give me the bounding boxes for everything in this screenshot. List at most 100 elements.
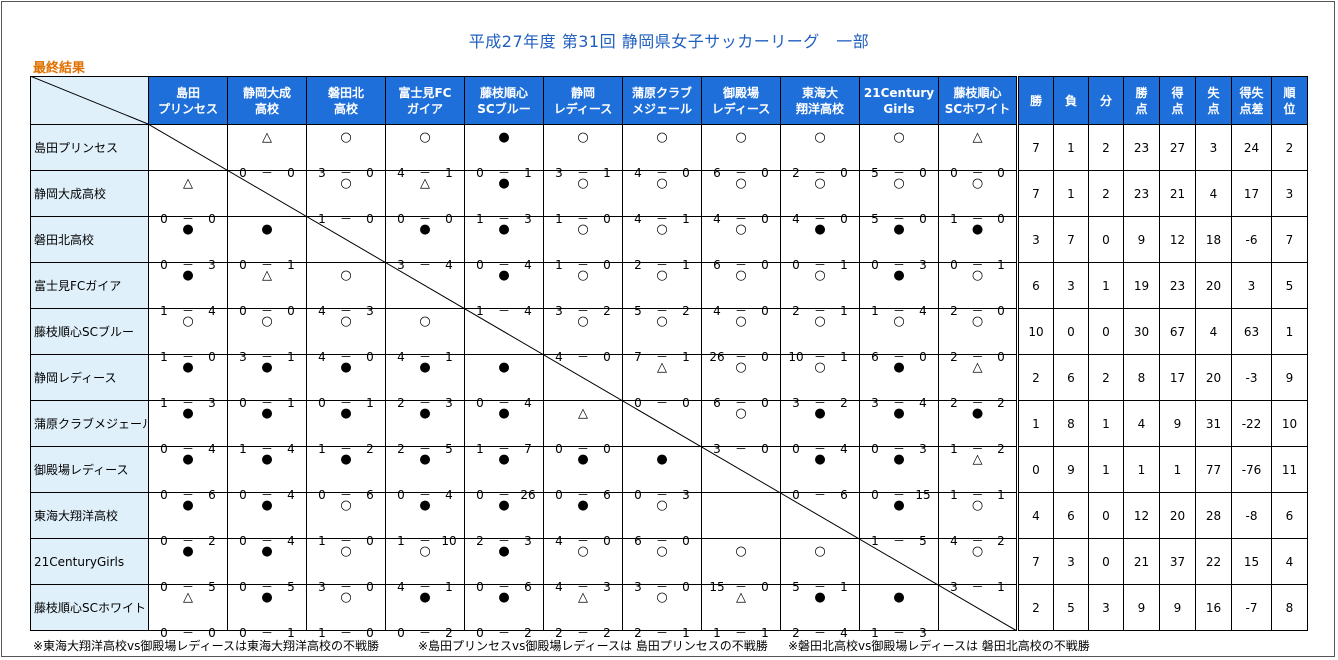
result-cell bbox=[938, 584, 1017, 631]
row-header-team: 静岡大成高校 bbox=[30, 170, 149, 217]
standings-row: 6 3 1 19 23 20 3 5 bbox=[1018, 262, 1308, 309]
result-symbol: ● bbox=[340, 452, 352, 467]
page-title: 平成27年度 第31回 静岡県女子サッカーリーグ 一部 bbox=[468, 32, 870, 51]
standings-row: 10 0 0 30 67 4 63 1 bbox=[1018, 308, 1308, 355]
row-header-team: 磐田北高校 bbox=[30, 216, 149, 263]
stat-value: 22 bbox=[1195, 538, 1232, 585]
result-cell: ○ 4 － 0 bbox=[701, 170, 781, 226]
stat-value: 3 bbox=[1271, 170, 1308, 217]
score-against: 2 bbox=[524, 626, 532, 640]
row-header-team: 御殿場レディース bbox=[30, 446, 149, 493]
result-symbol: ○ bbox=[656, 590, 668, 605]
result-cell: ○ 4 － 3 bbox=[543, 538, 623, 594]
result-cell bbox=[622, 400, 702, 447]
standings-row: 7 1 2 23 21 4 17 3 bbox=[1018, 170, 1308, 217]
result-symbol: ● bbox=[814, 406, 826, 421]
stat-value: 30 bbox=[1123, 308, 1160, 355]
column-header-line: 21Century bbox=[863, 85, 935, 100]
result-symbol: ○ bbox=[340, 130, 352, 145]
result-symbol: ● bbox=[182, 360, 194, 375]
stat-header-line: 順 bbox=[1283, 85, 1296, 100]
result-symbol: ● bbox=[419, 360, 431, 375]
result-symbol: ● bbox=[340, 406, 352, 421]
result-symbol: △ bbox=[183, 590, 193, 605]
result-cell bbox=[780, 492, 860, 539]
standings-row: 7 3 0 21 37 22 15 4 bbox=[1018, 538, 1308, 585]
result-symbol: ● bbox=[261, 360, 273, 375]
column-header: 静岡 レディース bbox=[543, 76, 623, 125]
stat-value: 7 bbox=[1271, 216, 1308, 263]
row-header-team: 蒲原クラブメジェール bbox=[30, 400, 149, 447]
result-symbol: △ bbox=[262, 268, 272, 283]
result-cell bbox=[227, 170, 307, 217]
standings-row: 7 1 2 23 27 3 24 2 bbox=[1018, 124, 1308, 171]
stat-value: 9 bbox=[1159, 584, 1196, 631]
result-cell bbox=[859, 538, 939, 585]
result-symbol: ○ bbox=[735, 314, 747, 329]
result-cell bbox=[543, 354, 623, 401]
stat-header-line: 勝 bbox=[1135, 85, 1148, 100]
result-symbol: ● bbox=[498, 360, 510, 375]
result-symbol: ○ bbox=[893, 314, 905, 329]
result-cell: ○ 5 － 0 bbox=[859, 124, 939, 180]
stat-value: 1 bbox=[1053, 124, 1089, 171]
result-symbol: ○ bbox=[656, 130, 668, 145]
result-symbol: △ bbox=[657, 360, 667, 375]
score-for: 1 bbox=[713, 626, 721, 640]
result-cell: ○ 2 － 1 bbox=[622, 216, 702, 272]
stat-value: 0 bbox=[1088, 308, 1124, 355]
score-against: 2 bbox=[603, 626, 611, 640]
stat-value: 9 bbox=[1159, 400, 1196, 447]
stat-header: 順位 bbox=[1271, 76, 1308, 125]
result-cell: ○ 6 － 0 bbox=[701, 354, 781, 410]
result-cell: ○ 1 － 0 bbox=[148, 308, 228, 364]
result-symbol: ○ bbox=[814, 268, 826, 283]
stat-header: 負 bbox=[1053, 76, 1089, 125]
result-cell: △ 0 － 0 bbox=[227, 124, 307, 180]
table-row: 富士見FCガイア ● 1 － 4 △ 0 － 0 ○ 4 － 3 ● 1 － 4 ○ 3 － 2 ○ 5 － 2 ○ 4 － 0 ○ 2 － 1… bbox=[30, 262, 1017, 318]
stat-header: 得失 点差 bbox=[1231, 76, 1272, 125]
result-cell: △ 0 － 0 bbox=[148, 170, 228, 226]
results-matrix: 島田 プリンセス 静岡大成 高校 磐田北 高校 富士見FC ガイア 藤枝順心 SCブルー 静岡 レディ… bbox=[30, 76, 1017, 640]
row-header-team: 21CenturyGirls bbox=[30, 538, 149, 585]
result-symbol: ○ bbox=[340, 498, 352, 513]
result-symbol: ● bbox=[893, 452, 905, 467]
result-cell: ● 0 － 1 bbox=[938, 216, 1017, 272]
result-symbol: ○ bbox=[814, 360, 826, 375]
result-symbol: △ bbox=[578, 590, 588, 605]
column-header: 藤枝順心 SCホワイト bbox=[938, 76, 1017, 125]
table-row: 磐田北高校 ● 0 － 3 ● 0 － 1 ● 3 － 4 ● 0 － 4 ○ 1 － 0 ○ 2 － 1 ○ 6 － 0 ● 0 － 1 ● 0 －… bbox=[30, 216, 1017, 272]
result-symbol: ● bbox=[261, 544, 273, 559]
stat-value: 6 bbox=[1053, 354, 1089, 401]
table-row: 藤枝順心SCブルー ○ 1 － 0 ○ 3 － 1 ○ 4 － 0 ○ 4 － 1 ○ 4 － 0 ○ 7 － 1 ○ 26 － 0 ○ 1… bbox=[30, 308, 1017, 364]
result-symbol: ○ bbox=[656, 314, 668, 329]
score-against: 0 bbox=[366, 626, 374, 640]
stat-value: 3 bbox=[1195, 124, 1232, 171]
result-symbol: ○ bbox=[971, 498, 984, 513]
stat-value: 9 bbox=[1123, 216, 1160, 263]
result-cell: ○ 3 － 2 bbox=[780, 354, 860, 410]
result-symbol: ○ bbox=[577, 130, 589, 145]
stat-value: 23 bbox=[1123, 124, 1160, 171]
table-row: 御殿場レディース ● 0 － 6 ● 0 － 4 ● 0 － 6 ● 0 － 4 ● 0 － 26 ● 0 － 6 ● 0 － 3 ● 0 －… bbox=[30, 446, 1017, 502]
stat-value: 17 bbox=[1231, 170, 1272, 217]
result-symbol: ● bbox=[971, 222, 984, 237]
stat-header-line: 位 bbox=[1283, 101, 1296, 116]
row-header-team: 藤枝順心SCホワイト bbox=[30, 584, 149, 631]
stat-value: 19 bbox=[1123, 262, 1160, 309]
result-cell: ○ 2 － 1 bbox=[622, 584, 702, 640]
column-header-line: 翔洋高校 bbox=[795, 101, 844, 116]
result-symbol: ● bbox=[182, 406, 194, 421]
stat-value: 9 bbox=[1123, 584, 1160, 631]
result-symbol: ● bbox=[340, 360, 352, 375]
result-symbol: ● bbox=[893, 406, 905, 421]
standings-row: 0 9 1 1 1 77 -76 11 bbox=[1018, 446, 1308, 493]
result-cell: ● 0 － 3 bbox=[622, 446, 702, 502]
result-cell bbox=[148, 124, 228, 171]
result-symbol: ● bbox=[419, 222, 431, 237]
stat-value: 0 bbox=[1088, 216, 1124, 263]
column-header: 島田 プリンセス bbox=[148, 76, 228, 125]
stat-value: 2 bbox=[1088, 354, 1124, 401]
stat-value: 23 bbox=[1159, 262, 1196, 309]
column-header-line: Girls bbox=[883, 101, 915, 116]
